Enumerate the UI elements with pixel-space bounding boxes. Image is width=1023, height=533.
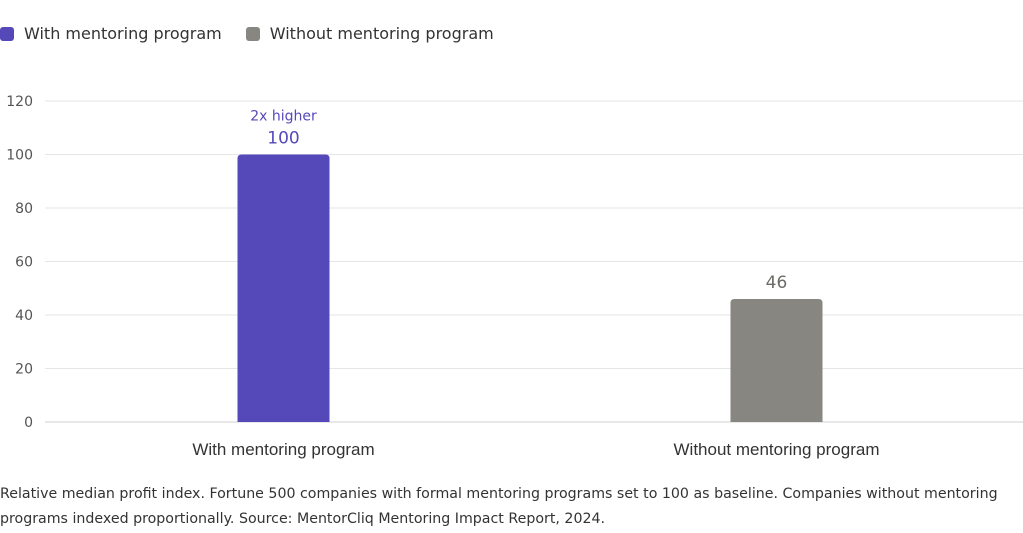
legend-item-without-mentoring[interactable]: Without mentoring program [245, 24, 494, 43]
annotation-label: 2x higher [250, 109, 317, 125]
x-tick-label-with-mentoring-program: With mentoring program [192, 440, 374, 459]
y-tick-label-20: 20 [15, 362, 33, 378]
legend-label-with-mentoring: With mentoring program [24, 24, 222, 43]
legend-item-with-mentoring[interactable]: With mentoring program [0, 24, 222, 43]
legend-swatch-without-mentoring [245, 26, 260, 41]
value-label-without-mentoring-program: 46 [766, 273, 788, 293]
legend-label-without-mentoring: Without mentoring program [269, 24, 494, 43]
y-tick-label-60: 60 [15, 255, 33, 271]
chart-legend: With mentoring program Without mentoring… [0, 24, 518, 43]
chart-caption: Relative median profit index. Fortune 50… [0, 486, 998, 527]
y-tick-label-120: 120 [6, 94, 33, 110]
bar-with-mentoring-program [237, 154, 330, 422]
x-tick-label-without-mentoring-program: Without mentoring program [674, 440, 880, 459]
y-tick-label-80: 80 [15, 201, 33, 217]
value-label-with-mentoring-program: 100 [267, 129, 299, 149]
y-tick-label-40: 40 [15, 308, 33, 324]
y-tick-label-100: 100 [6, 148, 33, 164]
bar-chart: 0 20 40 60 80 100 120 100 With mentoring program… [6, 94, 1023, 459]
legend-swatch-with-mentoring [0, 26, 14, 41]
y-tick-label-0: 0 [24, 415, 33, 431]
bar-without-mentoring-program [730, 298, 823, 422]
